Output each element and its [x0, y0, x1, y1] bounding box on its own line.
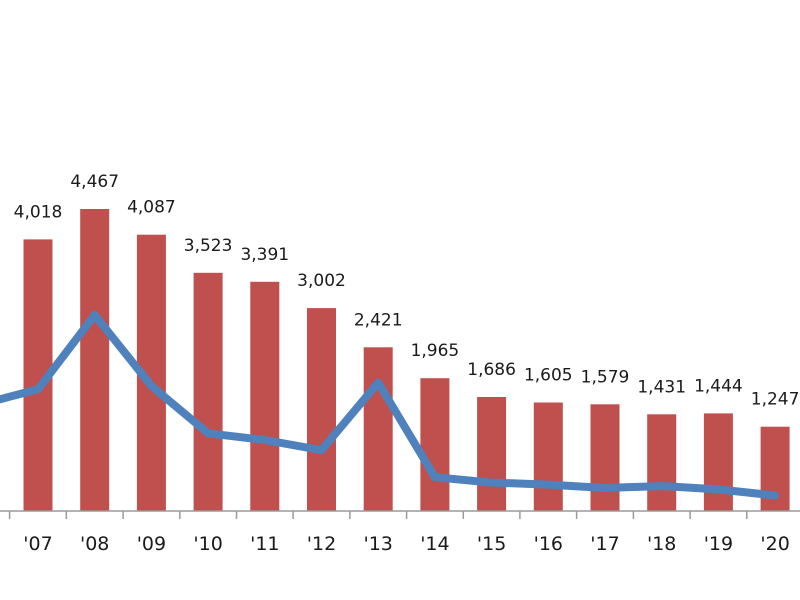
line-series [0, 311, 780, 500]
bar-data-label-12: 1,444 [694, 376, 743, 396]
x-tick-label-13: '20 [760, 533, 789, 555]
x-tick-label-7: '14 [420, 533, 449, 555]
bar-data-label-7: 1,965 [411, 341, 460, 361]
bar-4 [250, 281, 280, 511]
x-tick-label-10: '17 [590, 533, 619, 555]
bar-5 [307, 308, 336, 511]
bar-data-label-2: 4,087 [127, 198, 176, 218]
x-tick-label-9: '16 [534, 533, 563, 555]
bar-6 [363, 347, 393, 511]
x-tick-label-11: '18 [647, 533, 676, 555]
x-tick-label-5: '12 [307, 533, 336, 555]
x-tick-label-2: '09 [137, 533, 166, 555]
x-tick-label-3: '10 [193, 533, 222, 555]
bar-data-label-6: 2,421 [354, 310, 403, 330]
bar-9 [533, 402, 563, 511]
bar-data-label-9: 1,605 [524, 366, 573, 386]
x-tick-label-6: '13 [363, 533, 392, 555]
x-tick-label-0: '07 [23, 533, 52, 555]
bar-data-label-8: 1,686 [467, 360, 516, 380]
x-tick-label-4: '11 [250, 533, 279, 555]
bar-3 [193, 272, 223, 511]
bar-7 [420, 378, 450, 511]
x-tick-label-8: '15 [477, 533, 506, 555]
bar-11 [647, 414, 677, 511]
bar-data-label-4: 3,391 [240, 245, 289, 265]
x-axis-tick-labels: '07 '08 '09 '10 '11 '12 '13 '14 '15 '16 '17 '18 '19 '… [23, 533, 790, 555]
bar-data-label-0: 4,018 [14, 202, 63, 222]
bar-series [23, 209, 790, 511]
bar-data-label-1: 4,467 [70, 172, 119, 192]
bar-data-label-11: 1,431 [637, 377, 686, 397]
bar-8 [477, 397, 507, 511]
bar-data-label-3: 3,523 [184, 236, 233, 256]
bar-10 [590, 404, 620, 511]
bar-data-label-13: 1,247 [751, 390, 800, 410]
bar-data-labels: 4,018 4,467 4,087 3,523 3,391 3,002 2,421 1,965… [14, 172, 800, 410]
bar-1 [80, 209, 110, 511]
bar-data-label-5: 3,002 [297, 271, 346, 291]
bar-data-label-10: 1,579 [581, 367, 630, 387]
x-axis-ticks [8, 511, 748, 519]
x-tick-label-12: '19 [704, 533, 733, 555]
x-tick-label-1: '08 [80, 533, 109, 555]
bar-12 [703, 413, 733, 511]
